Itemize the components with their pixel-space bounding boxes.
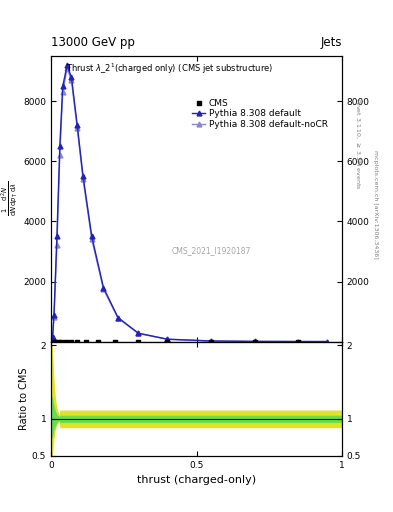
Y-axis label: Ratio to CMS: Ratio to CMS xyxy=(19,368,29,430)
Pythia 8.308 default-noCR xyxy=(50,335,55,341)
Pythia 8.308 default xyxy=(50,334,55,340)
X-axis label: thrust (charged-only): thrust (charged-only) xyxy=(137,475,256,485)
Pythia 8.308 default xyxy=(296,338,301,345)
CMS xyxy=(83,337,89,346)
Pythia 8.308 default xyxy=(55,233,59,240)
Line: Pythia 8.308 default: Pythia 8.308 default xyxy=(50,63,330,344)
Pythia 8.308 default xyxy=(90,233,94,240)
Text: Rivet 3.1.10, $\geq$ 3.3M events: Rivet 3.1.10, $\geq$ 3.3M events xyxy=(354,98,362,189)
Pythia 8.308 default-noCR xyxy=(61,89,65,95)
Pythia 8.308 default-noCR xyxy=(165,336,170,343)
Line: Pythia 8.308 default-noCR: Pythia 8.308 default-noCR xyxy=(50,66,330,344)
Pythia 8.308 default xyxy=(101,285,106,291)
Text: CMS_2021_I1920187: CMS_2021_I1920187 xyxy=(171,246,251,255)
Pythia 8.308 default xyxy=(325,338,330,345)
Pythia 8.308 default xyxy=(81,174,85,180)
Pythia 8.308 default-noCR xyxy=(325,338,330,345)
Pythia 8.308 default xyxy=(209,338,213,344)
Pythia 8.308 default-noCR xyxy=(90,237,94,243)
Text: Jets: Jets xyxy=(320,36,342,49)
Pythia 8.308 default xyxy=(61,83,65,90)
CMS xyxy=(164,337,171,346)
CMS xyxy=(112,337,118,346)
CMS xyxy=(74,337,81,346)
Legend: CMS, Pythia 8.308 default, Pythia 8.308 default-noCR: CMS, Pythia 8.308 default, Pythia 8.308 … xyxy=(188,95,332,133)
Pythia 8.308 default-noCR xyxy=(65,65,70,71)
CMS xyxy=(50,337,56,346)
Pythia 8.308 default-noCR xyxy=(51,314,56,320)
Pythia 8.308 default-noCR xyxy=(296,338,301,345)
Pythia 8.308 default-noCR xyxy=(81,176,85,182)
Text: Thrust $\lambda$_2$^1$(charged only) (CMS jet substructure): Thrust $\lambda$_2$^1$(charged only) (CM… xyxy=(66,62,273,76)
Pythia 8.308 default xyxy=(165,336,170,342)
Pythia 8.308 default-noCR xyxy=(252,338,257,345)
CMS xyxy=(94,337,101,346)
CMS xyxy=(295,337,301,346)
Pythia 8.308 default xyxy=(136,330,141,336)
CMS xyxy=(62,337,69,346)
Pythia 8.308 default-noCR xyxy=(75,125,80,132)
CMS xyxy=(68,337,75,346)
CMS xyxy=(252,337,258,346)
CMS xyxy=(58,337,64,346)
Pythia 8.308 default-noCR xyxy=(116,315,120,321)
CMS xyxy=(52,337,59,346)
Pythia 8.308 default-noCR xyxy=(209,338,213,344)
Pythia 8.308 default-noCR xyxy=(136,330,141,336)
Pythia 8.308 default-noCR xyxy=(101,286,106,292)
Pythia 8.308 default-noCR xyxy=(69,77,74,83)
Pythia 8.308 default-noCR xyxy=(55,242,59,248)
CMS xyxy=(208,337,214,346)
Pythia 8.308 default xyxy=(75,122,80,129)
CMS xyxy=(135,337,141,346)
Pythia 8.308 default xyxy=(69,74,74,80)
Pythia 8.308 default xyxy=(65,62,70,69)
Text: mcplots.cern.ch [arXiv:1306.3436]: mcplots.cern.ch [arXiv:1306.3436] xyxy=(373,151,378,259)
Text: 13000 GeV pp: 13000 GeV pp xyxy=(51,36,135,49)
Pythia 8.308 default xyxy=(57,143,62,150)
Pythia 8.308 default xyxy=(51,311,56,317)
Y-axis label: $\frac{1}{\mathrm{d}N}\frac{\mathrm{d}^2 N}{\mathrm{d}p_\mathrm{T}\ \mathrm{d}\l: $\frac{1}{\mathrm{d}N}\frac{\mathrm{d}^2… xyxy=(0,181,20,217)
Pythia 8.308 default xyxy=(252,338,257,345)
Pythia 8.308 default xyxy=(116,314,120,321)
CMS xyxy=(55,337,62,346)
Pythia 8.308 default-noCR xyxy=(57,153,62,159)
